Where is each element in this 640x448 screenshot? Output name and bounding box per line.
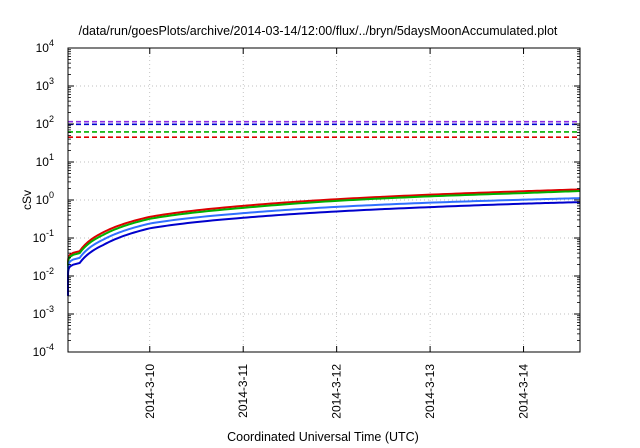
y-tick-label: 102 (36, 114, 54, 131)
y-tick-label: 10-4 (33, 342, 54, 359)
x-tick-label: 2014-3-12 (330, 364, 344, 419)
y-tick-label: 103 (36, 76, 54, 93)
y-tick-label: 104 (36, 38, 54, 55)
y-tick-label: 101 (36, 152, 54, 169)
chart-title: /data/run/goesPlots/archive/2014-03-14/1… (79, 24, 558, 38)
y-tick-label: 100 (36, 190, 54, 207)
y-tick-label: 10-3 (33, 304, 54, 321)
series-line (67, 190, 581, 288)
x-axis-ticks: 2014-3-10 2014-3-11 2014-3-12 2014-3-13 2014… (143, 48, 531, 419)
series-line (67, 197, 581, 292)
series-line (67, 188, 581, 285)
y-tick-label: 10-1 (33, 228, 54, 245)
y-axis-label: cSv (20, 190, 34, 210)
series-line (67, 201, 581, 296)
x-axis-label: Coordinated Universal Time (UTC) (227, 430, 419, 444)
threshold-lines (68, 120, 580, 138)
x-tick-label: 2014-3-10 (143, 364, 157, 419)
series-lines (67, 188, 581, 296)
y-tick-label: 10-2 (33, 266, 54, 283)
y-axis-ticks: 10-4 10-3 10-2 10-1 100 101 102 103 104 (33, 38, 580, 359)
x-tick-label: 2014-3-13 (423, 364, 437, 419)
x-tick-label: 2014-3-11 (236, 364, 250, 418)
x-tick-label: 2014-3-14 (517, 364, 531, 419)
